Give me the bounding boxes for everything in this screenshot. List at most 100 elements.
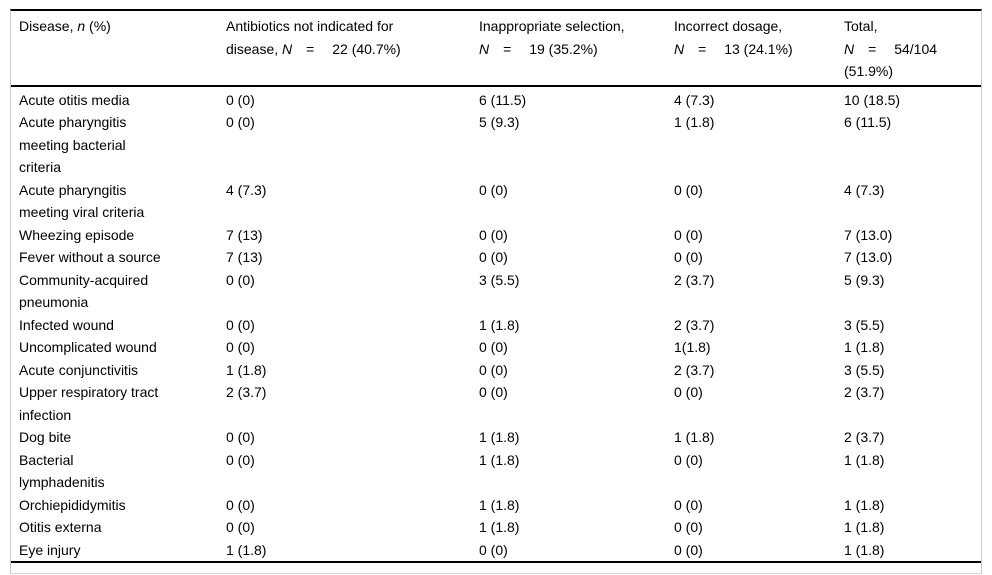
value-cell: 4 (7.3) (674, 91, 715, 108)
value-cell: 0 (0) (674, 226, 703, 243)
value-cell: 1 (1.8) (844, 451, 885, 468)
column-header-inappropriate-selection: Inappropriate selection, N = 19 (35.2%) (479, 11, 674, 87)
table-frame: Disease, n (%) Antibiotics not indicated… (10, 9, 982, 574)
header-text: (%) (85, 18, 111, 34)
value-cell: 0 (0) (674, 451, 703, 468)
value-cell: 0 (0) (479, 361, 508, 378)
table-row: Dog bite 0 (0) 1 (1.8) 1 (1.8) 2 (3.7) (11, 426, 981, 449)
value-cell: 0 (0) (674, 519, 703, 535)
value-cell: 2 (3.7) (674, 271, 715, 288)
disease-cell: Bacterial lymphadenitis (19, 451, 105, 491)
header-text: Inappropriate selection, (479, 18, 625, 34)
value-cell: 6 (11.5) (479, 91, 527, 108)
table-row: Community-acquired pneumonia 0 (0) 3 (5.5)… (11, 269, 981, 314)
value-cell: 0 (0) (226, 496, 255, 513)
disease-cell: Acute otitis media (19, 91, 130, 108)
value-cell: 1 (1.8) (844, 538, 981, 563)
value-cell: 2 (3.7) (226, 384, 267, 400)
table-row: Infected wound 0 (0) 1 (1.8) 2 (3.7) 3 (5.5) (11, 314, 981, 337)
value-cell: 1 (1.8) (844, 496, 885, 513)
value-cell: 0 (0) (226, 271, 255, 288)
value-cell: 0 (0) (226, 316, 255, 333)
value-cell: 0 (0) (674, 496, 703, 513)
table-row: Orchiepididymitis 0 (0) 1 (1.8) 0 (0) 1 (1.8… (11, 494, 981, 517)
header-text: = 19 (35.2%) (489, 40, 598, 57)
header-text: = 54/104 (51.9%) (844, 40, 938, 80)
disease-cell: Wheezing episode (19, 226, 135, 243)
header-text: Incorrect dosage, (674, 18, 783, 34)
disease-cell: Acute pharyngitis meeting viral criteria (19, 181, 145, 221)
disease-cell: Acute conjunctivitis (19, 361, 139, 378)
value-cell: 0 (0) (479, 384, 508, 400)
value-cell: 7 (13) (226, 249, 263, 265)
value-cell: 7 (13) (226, 226, 263, 243)
disease-cell: Upper respiratory tract infection (19, 384, 159, 423)
value-cell: 0 (0) (226, 429, 255, 445)
header-text: = 13 (24.1%) (684, 40, 793, 57)
disease-cell: Otitis externa (19, 519, 102, 535)
table-row: Fever without a source 7 (13) 0 (0) 0 (0) 7 … (11, 246, 981, 269)
value-cell: 7 (13.0) (844, 249, 893, 265)
value-cell: 1(1.8) (674, 339, 711, 355)
value-cell: 1 (1.8) (479, 316, 520, 333)
italic-symbol: N (674, 40, 685, 57)
value-cell: 0 (0) (479, 249, 508, 265)
value-cell: 0 (0) (479, 226, 508, 243)
value-cell: 3 (5.5) (844, 361, 885, 378)
italic-symbol: N (844, 40, 855, 57)
table-row: Acute otitis media 0 (0) 6 (11.5) 4 (7.3) 10… (11, 86, 981, 112)
italic-symbol: N (479, 40, 490, 57)
header-text: Disease, (19, 18, 78, 34)
value-cell: 0 (0) (479, 339, 508, 355)
disease-cell: Fever without a source (19, 249, 161, 265)
value-cell: 1 (1.8) (844, 519, 885, 535)
value-cell: 1 (1.8) (479, 451, 520, 468)
column-header-incorrect-dosage: Incorrect dosage, N = 13 (24.1%) (674, 11, 844, 87)
value-cell: 0 (0) (226, 91, 255, 108)
column-header-not-indicated: Antibiotics not indicated for disease, N… (226, 11, 479, 87)
value-cell: 1 (1.8) (844, 339, 885, 355)
antibiotic-errors-by-disease-table: Disease, n (%) Antibiotics not indicated… (11, 11, 981, 563)
value-cell: 2 (3.7) (844, 429, 885, 445)
value-cell: 1 (1.8) (479, 519, 520, 535)
value-cell: 0 (0) (226, 114, 255, 130)
disease-cell: Infected wound (19, 316, 114, 333)
value-cell: 0 (0) (674, 249, 703, 265)
header-row: Disease, n (%) Antibiotics not indicated… (11, 11, 981, 87)
value-cell: 2 (3.7) (674, 361, 715, 378)
value-cell: 1 (1.8) (674, 429, 715, 445)
value-cell: 0 (0) (479, 538, 674, 563)
disease-cell: Acute pharyngitis meeting bacterial crit… (19, 114, 127, 175)
value-cell: 5 (9.3) (479, 114, 520, 130)
column-header-total: Total, N = 54/104 (51.9%) (844, 11, 981, 87)
disease-cell: Dog bite (19, 429, 72, 445)
disease-cell: Uncomplicated wound (19, 339, 157, 355)
value-cell: 4 (7.3) (844, 181, 885, 198)
value-cell: 7 (13.0) (844, 226, 893, 243)
value-cell: 0 (0) (226, 519, 255, 535)
table-row: Bacterial lymphadenitis 0 (0) 1 (1.8) 0 (0)… (11, 449, 981, 494)
value-cell: 3 (5.5) (479, 271, 520, 288)
disease-cell: Eye injury (11, 538, 226, 563)
value-cell: 3 (5.5) (844, 316, 885, 333)
table-row: Acute pharyngitis meeting bacterial crit… (11, 111, 981, 179)
header-text: Total, (844, 18, 878, 34)
value-cell: 1 (1.8) (479, 496, 520, 513)
table-row: Eye injury 1 (1.8) 0 (0) 0 (0) 1 (1.8) (11, 538, 981, 563)
disease-cell: Orchiepididymitis (19, 496, 126, 513)
value-cell: 0 (0) (674, 384, 703, 400)
table-row: Acute pharyngitis meeting viral criteria… (11, 179, 981, 224)
table-row: Wheezing episode 7 (13) 0 (0) 0 (0) 7 (13.0) (11, 224, 981, 247)
value-cell: 5 (9.3) (844, 271, 885, 288)
disease-cell: Community-acquired pneumonia (19, 271, 149, 311)
italic-symbol: n (77, 18, 86, 34)
value-cell: 0 (0) (479, 181, 508, 198)
value-cell: 2 (3.7) (674, 316, 715, 333)
value-cell: 10 (18.5) (844, 91, 901, 108)
value-cell: 4 (7.3) (226, 181, 267, 198)
column-header-disease: Disease, n (%) (11, 11, 226, 87)
table-row: Otitis externa 0 (0) 1 (1.8) 0 (0) 1 (1.8) (11, 516, 981, 539)
value-cell: 0 (0) (226, 451, 255, 468)
value-cell: 6 (11.5) (844, 114, 892, 130)
value-cell: 1 (1.8) (674, 114, 715, 130)
